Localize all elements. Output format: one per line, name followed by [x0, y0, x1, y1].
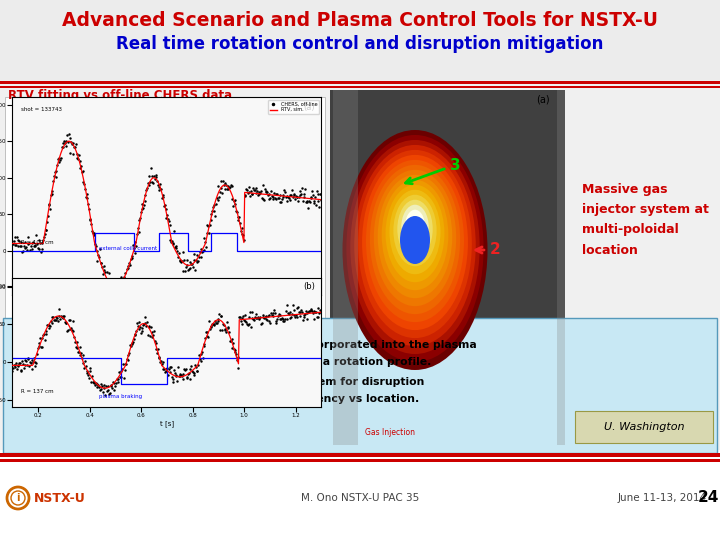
Bar — [0, 453, 720, 457]
Ellipse shape — [393, 195, 436, 266]
Text: • Multi-poloidal location massive gas injector system for disruption: • Multi-poloidal location massive gas in… — [12, 377, 424, 387]
X-axis label: t [s]: t [s] — [160, 420, 174, 427]
Legend: CHERS, off-line, RTV, sim.: CHERS, off-line, RTV, sim. — [269, 100, 319, 114]
Bar — [0, 81, 720, 84]
Bar — [5, 97, 325, 445]
Bar — [0, 86, 720, 88]
Text: R = 137 cm: R = 137 cm — [22, 389, 54, 394]
Text: 2: 2 — [476, 242, 500, 258]
Text: FY 2014-15:: FY 2014-15: — [12, 319, 96, 332]
Bar — [330, 90, 565, 445]
Text: location: location — [582, 244, 638, 256]
Ellipse shape — [354, 145, 476, 346]
Circle shape — [11, 491, 25, 505]
Text: 24: 24 — [697, 490, 719, 505]
Ellipse shape — [382, 180, 449, 290]
Ellipse shape — [390, 190, 441, 274]
Circle shape — [7, 487, 29, 509]
Text: (a): (a) — [536, 95, 550, 105]
Ellipse shape — [386, 185, 444, 282]
Ellipse shape — [351, 140, 480, 354]
Text: RTV fitting vs off-line CHERS data: RTV fitting vs off-line CHERS data — [8, 90, 232, 103]
Ellipse shape — [346, 135, 484, 362]
Text: external coils current: external coils current — [99, 246, 157, 251]
Bar — [333, 90, 358, 445]
Ellipse shape — [366, 160, 464, 322]
Text: (a): (a) — [304, 103, 315, 112]
Text: 3: 3 — [405, 158, 460, 184]
Text: R = 109 cm: R = 109 cm — [22, 240, 54, 245]
Ellipse shape — [405, 210, 425, 242]
Bar — [0, 84, 720, 450]
Text: control system for feedback control of the plasma rotation profile.: control system for feedback control of t… — [12, 357, 431, 367]
Text: June 11-13, 2014: June 11-13, 2014 — [618, 493, 707, 503]
Text: Real time rotation control and disruption mitigation: Real time rotation control and disruptio… — [117, 35, 603, 53]
Text: injector system at: injector system at — [582, 204, 709, 217]
Ellipse shape — [378, 175, 452, 298]
Bar — [0, 0, 720, 82]
Ellipse shape — [401, 205, 429, 251]
Ellipse shape — [400, 216, 430, 264]
Text: Massive gas: Massive gas — [582, 184, 667, 197]
Text: Gas Injection: Gas Injection — [365, 428, 415, 437]
Text: • A Real-Time Velocity (RTV) diagnostic will be incorporated into the plasma: • A Real-Time Velocity (RTV) diagnostic … — [12, 340, 477, 350]
Text: shot = 133743: shot = 133743 — [22, 107, 63, 112]
Bar — [3, 318, 717, 453]
Bar — [557, 90, 565, 445]
Text: NSTX-U: NSTX-U — [34, 491, 86, 504]
Text: U. Washington: U. Washington — [604, 422, 684, 432]
Bar — [0, 459, 720, 462]
Ellipse shape — [370, 165, 460, 314]
Text: (b): (b) — [303, 282, 315, 291]
Text: M. Ono NSTX-U PAC 35: M. Ono NSTX-U PAC 35 — [301, 493, 419, 503]
Text: plasma braking: plasma braking — [99, 394, 142, 400]
Ellipse shape — [343, 130, 487, 370]
Bar — [575, 411, 713, 443]
Ellipse shape — [362, 155, 468, 330]
Text: mitigation will be implemented to test the efficiency vs location.: mitigation will be implemented to test t… — [12, 394, 419, 404]
Ellipse shape — [397, 200, 433, 258]
Bar — [0, 453, 720, 540]
Ellipse shape — [374, 170, 456, 306]
Text: i: i — [17, 493, 19, 503]
Text: multi-poloidal: multi-poloidal — [582, 224, 679, 237]
Ellipse shape — [358, 150, 472, 338]
Text: Advanced Scenario and Plasma Control Tools for NSTX-U: Advanced Scenario and Plasma Control Too… — [62, 10, 658, 30]
